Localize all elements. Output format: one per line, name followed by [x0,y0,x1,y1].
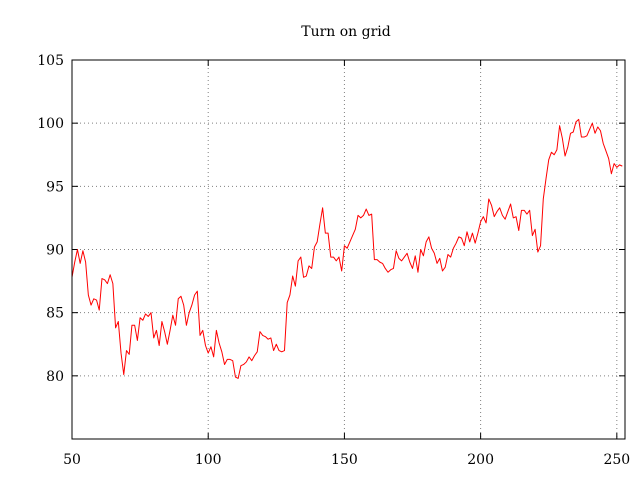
y-tick-label: 95 [46,179,64,195]
tick-labels: 50 100 150 200 250 80 85 90 95 100 105 [37,53,630,468]
x-tick-label: 100 [195,452,222,468]
chart-title: Turn on grid [301,24,391,40]
y-tick-label: 85 [46,306,64,322]
grid-lines [72,60,625,439]
series-line [71,118,623,379]
y-tick-label: 80 [46,369,64,385]
series-layer [71,118,623,379]
plot-frame [71,59,626,440]
x-tick-label: 50 [63,452,81,468]
x-tick-label: 150 [331,452,358,468]
y-tick-label: 105 [37,53,64,69]
x-tick-label: 200 [467,452,494,468]
y-tick-label: 100 [37,116,64,132]
y-tick-label: 90 [46,243,64,259]
x-tick-label: 250 [603,452,630,468]
